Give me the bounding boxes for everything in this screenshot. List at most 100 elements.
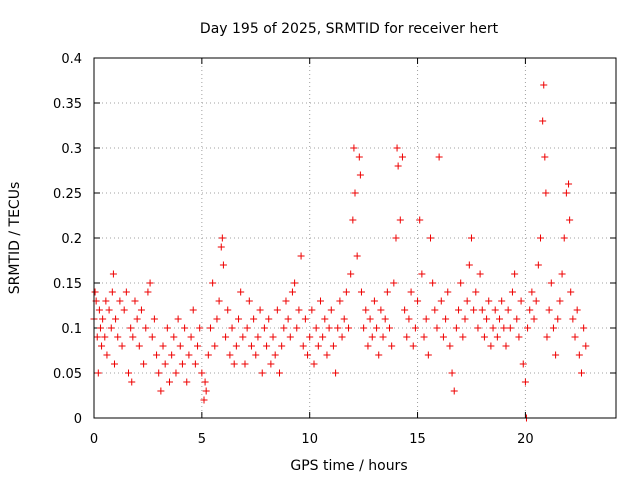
data-point bbox=[515, 333, 523, 341]
data-point bbox=[215, 297, 223, 305]
data-point bbox=[467, 234, 475, 242]
x-tick-label: 15 bbox=[409, 432, 426, 447]
data-point bbox=[558, 270, 566, 278]
data-point bbox=[485, 297, 493, 305]
data-point bbox=[526, 306, 534, 314]
data-point bbox=[291, 279, 299, 287]
data-point bbox=[508, 288, 516, 296]
data-point bbox=[312, 324, 320, 332]
data-point bbox=[116, 297, 124, 305]
data-point bbox=[390, 279, 398, 287]
data-point bbox=[170, 333, 178, 341]
data-point bbox=[418, 270, 426, 278]
data-point bbox=[543, 333, 551, 341]
data-point bbox=[316, 297, 324, 305]
x-tick-label: 5 bbox=[198, 432, 206, 447]
data-point bbox=[519, 360, 527, 368]
data-point bbox=[351, 189, 359, 197]
data-point bbox=[431, 306, 439, 314]
data-point bbox=[336, 297, 344, 305]
data-point bbox=[366, 315, 374, 323]
data-point bbox=[465, 261, 473, 269]
data-point bbox=[472, 288, 480, 296]
data-point bbox=[329, 342, 337, 350]
x-tick-label: 0 bbox=[90, 432, 98, 447]
data-point bbox=[571, 333, 579, 341]
data-point bbox=[541, 153, 549, 161]
data-point bbox=[235, 315, 243, 323]
y-tick-label: 0.2 bbox=[61, 232, 82, 247]
y-axis-title: SRMTID / TECUs bbox=[7, 182, 23, 295]
data-point bbox=[552, 351, 560, 359]
data-point bbox=[237, 288, 245, 296]
data-point bbox=[263, 342, 271, 350]
data-point bbox=[442, 315, 450, 323]
data-point bbox=[355, 153, 363, 161]
data-point bbox=[260, 324, 268, 332]
data-point bbox=[108, 288, 116, 296]
data-point bbox=[284, 315, 292, 323]
data-point bbox=[230, 360, 238, 368]
data-point bbox=[569, 315, 577, 323]
data-point bbox=[549, 324, 557, 332]
data-point bbox=[562, 189, 570, 197]
axis-ticks: 0 0.05 0.1 0.15 0.2 0.25 0.3 0.35 0.4 0 5 10 15 20 bbox=[53, 52, 616, 447]
data-point bbox=[577, 369, 585, 377]
data-point bbox=[125, 369, 133, 377]
data-point bbox=[209, 279, 217, 287]
data-point bbox=[347, 270, 355, 278]
data-point bbox=[256, 306, 264, 314]
data-point bbox=[405, 315, 413, 323]
data-point bbox=[420, 333, 428, 341]
data-point bbox=[140, 360, 148, 368]
data-point bbox=[224, 306, 232, 314]
data-point bbox=[498, 297, 506, 305]
data-point bbox=[168, 351, 176, 359]
data-point bbox=[416, 216, 424, 224]
data-point bbox=[286, 333, 294, 341]
data-point bbox=[187, 333, 195, 341]
data-point bbox=[513, 315, 521, 323]
data-point bbox=[110, 360, 118, 368]
data-point bbox=[183, 378, 191, 386]
data-point bbox=[393, 144, 401, 152]
data-point bbox=[250, 315, 258, 323]
data-point bbox=[573, 306, 581, 314]
data-point bbox=[388, 342, 396, 350]
data-point bbox=[301, 315, 309, 323]
data-point bbox=[470, 306, 478, 314]
data-point bbox=[129, 333, 137, 341]
data-point bbox=[269, 333, 277, 341]
data-point bbox=[392, 234, 400, 242]
data-point bbox=[461, 315, 469, 323]
data-point bbox=[424, 351, 432, 359]
data-point bbox=[103, 351, 111, 359]
data-point bbox=[483, 315, 491, 323]
data-point bbox=[429, 279, 437, 287]
data-point bbox=[362, 306, 370, 314]
data-point bbox=[201, 378, 209, 386]
data-point bbox=[524, 324, 532, 332]
y-tick-label: 0.4 bbox=[61, 52, 82, 67]
data-point bbox=[540, 81, 548, 89]
y-tick-label: 0.1 bbox=[61, 322, 82, 337]
data-point bbox=[332, 369, 340, 377]
data-point bbox=[491, 306, 499, 314]
data-point bbox=[542, 189, 550, 197]
data-point bbox=[93, 333, 101, 341]
data-point bbox=[566, 216, 574, 224]
data-point bbox=[280, 324, 288, 332]
data-point bbox=[489, 324, 497, 332]
data-point bbox=[446, 342, 454, 350]
data-point bbox=[310, 360, 318, 368]
data-point bbox=[102, 297, 110, 305]
x-tick-label: 10 bbox=[301, 432, 318, 447]
data-point bbox=[109, 270, 117, 278]
data-point bbox=[131, 297, 139, 305]
data-point bbox=[118, 342, 126, 350]
data-point bbox=[161, 360, 169, 368]
data-point bbox=[373, 324, 381, 332]
data-point bbox=[219, 261, 227, 269]
data-point bbox=[370, 297, 378, 305]
